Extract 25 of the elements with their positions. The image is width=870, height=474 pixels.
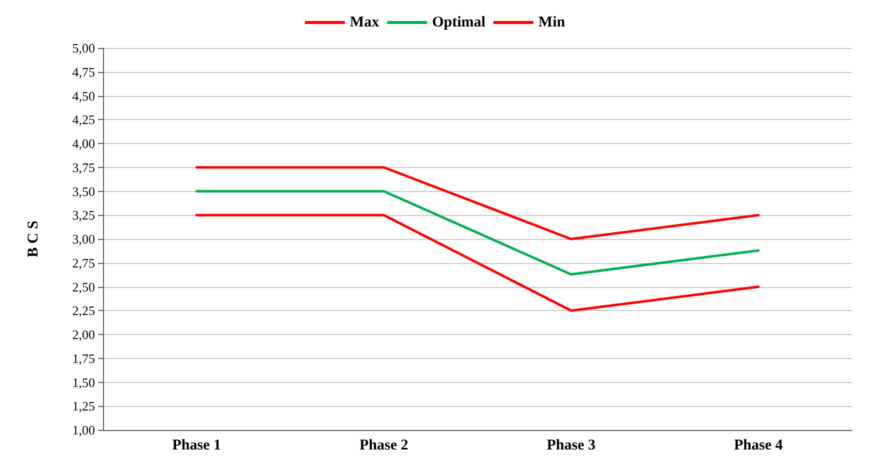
y-tick-label: 5,00 xyxy=(72,40,95,56)
y-tick-label: 2,75 xyxy=(72,255,95,270)
legend-label: Max xyxy=(350,14,380,30)
legend-label: Min xyxy=(538,14,566,30)
y-tick-label: 3,00 xyxy=(72,232,95,246)
y-tick-label: 1,25 xyxy=(72,398,95,414)
x-tick-label: Phase 2 xyxy=(360,438,408,454)
x-tick-label: Phase 1 xyxy=(172,438,221,454)
y-tick-label: 2,00 xyxy=(72,327,95,342)
y-tick-label: 4,75 xyxy=(72,64,95,80)
y-tick-label: 2,25 xyxy=(72,303,95,318)
y-tick-label: 4,00 xyxy=(72,136,95,151)
y-tick-label: 3,25 xyxy=(72,208,95,223)
y-tick-label: 3,50 xyxy=(72,184,95,199)
y-tick-label: 1,00 xyxy=(72,422,95,438)
x-tick-label: Phase 4 xyxy=(734,438,784,454)
y-tick-label: 4,25 xyxy=(72,112,95,128)
legend-label: Optimal xyxy=(432,14,486,30)
y-tick-label: 3,75 xyxy=(72,160,95,175)
y-tick-label: 2,50 xyxy=(72,279,95,294)
y-tick-label: 4,50 xyxy=(72,88,95,104)
y-axis-title: B C S xyxy=(26,220,42,258)
y-tick-label: 1,75 xyxy=(72,350,95,366)
x-tick-label: Phase 3 xyxy=(546,438,596,454)
y-tick-label: 1,50 xyxy=(72,374,95,390)
